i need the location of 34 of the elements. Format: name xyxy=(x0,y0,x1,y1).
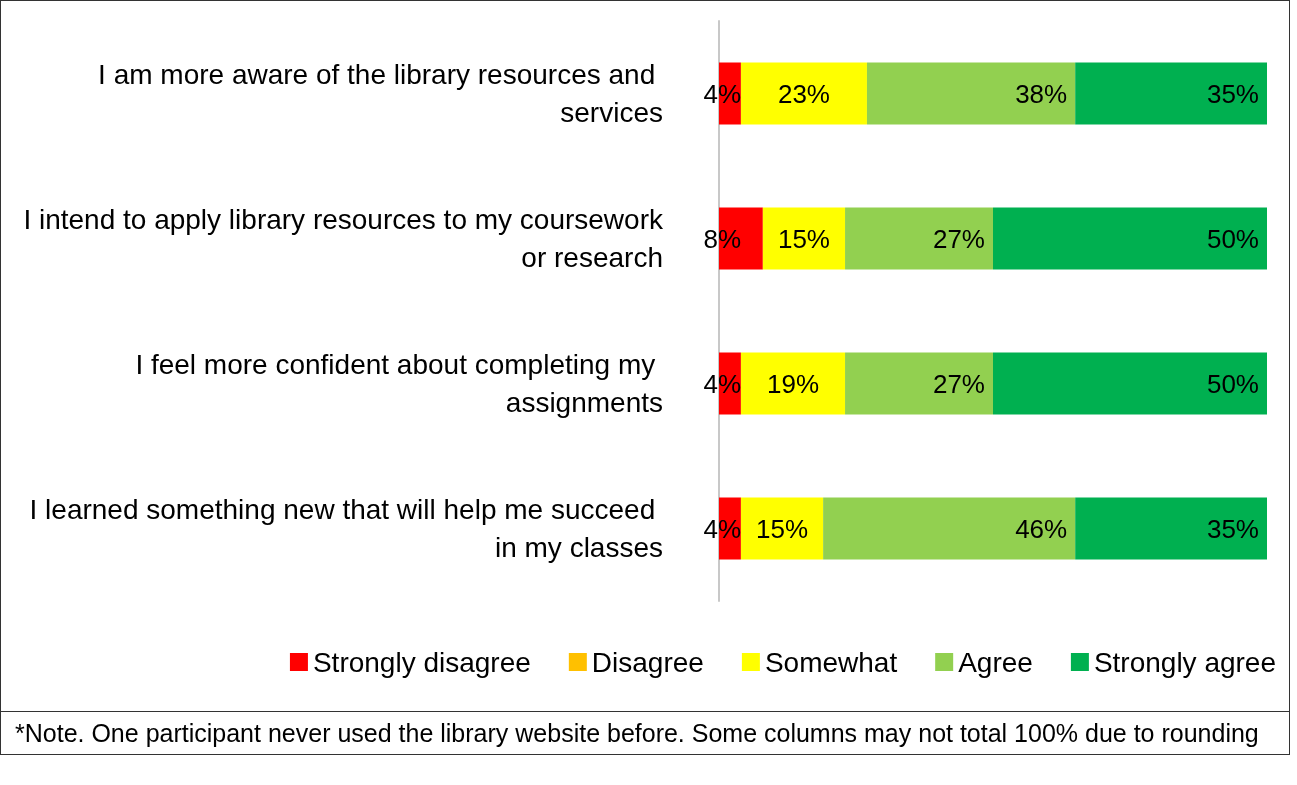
bar xyxy=(845,352,993,415)
legend-label: Strongly agree xyxy=(1093,646,1276,678)
data-label: 46% xyxy=(1015,513,1068,544)
data-label: 27% xyxy=(932,368,985,399)
y-tick-label: I learned something new that will help me succeed in my classes xyxy=(29,494,663,563)
bar xyxy=(845,207,993,270)
bar xyxy=(740,497,824,560)
data-label: 23% xyxy=(777,78,830,109)
data-label: 35% xyxy=(1206,513,1259,544)
data-label: 19% xyxy=(766,368,819,399)
legend-label: Strongly disagree xyxy=(312,646,531,678)
bar xyxy=(740,62,867,125)
data-label: 50% xyxy=(1206,368,1259,399)
bar xyxy=(866,62,1076,125)
data-label: 15% xyxy=(777,223,830,254)
legend-label: Disagree xyxy=(591,646,704,678)
legend-label: Somewhat xyxy=(764,646,898,678)
data-label: 27% xyxy=(932,223,985,254)
bar xyxy=(993,352,1267,415)
data-label: 15% xyxy=(756,513,809,544)
data-label: 35% xyxy=(1206,78,1259,109)
bar xyxy=(762,207,846,270)
bar xyxy=(823,497,1076,560)
y-tick-label: I intend to apply library resources to my coursework or research xyxy=(23,204,664,273)
bar xyxy=(1075,497,1267,560)
text: *Note. One participant never used the library website before. Some columns may not total 100% due to rounding xyxy=(15,718,1260,749)
bar xyxy=(993,207,1267,270)
data-label: 38% xyxy=(1015,78,1068,109)
legend-label: Agree xyxy=(958,646,1033,678)
bar xyxy=(740,352,846,415)
bar xyxy=(1075,62,1267,125)
y-tick-label: I am more aware of the library resources and services xyxy=(98,59,663,128)
data-label: 50% xyxy=(1206,223,1259,254)
y-tick-label: I feel more confident about completing my assignments xyxy=(135,349,663,418)
